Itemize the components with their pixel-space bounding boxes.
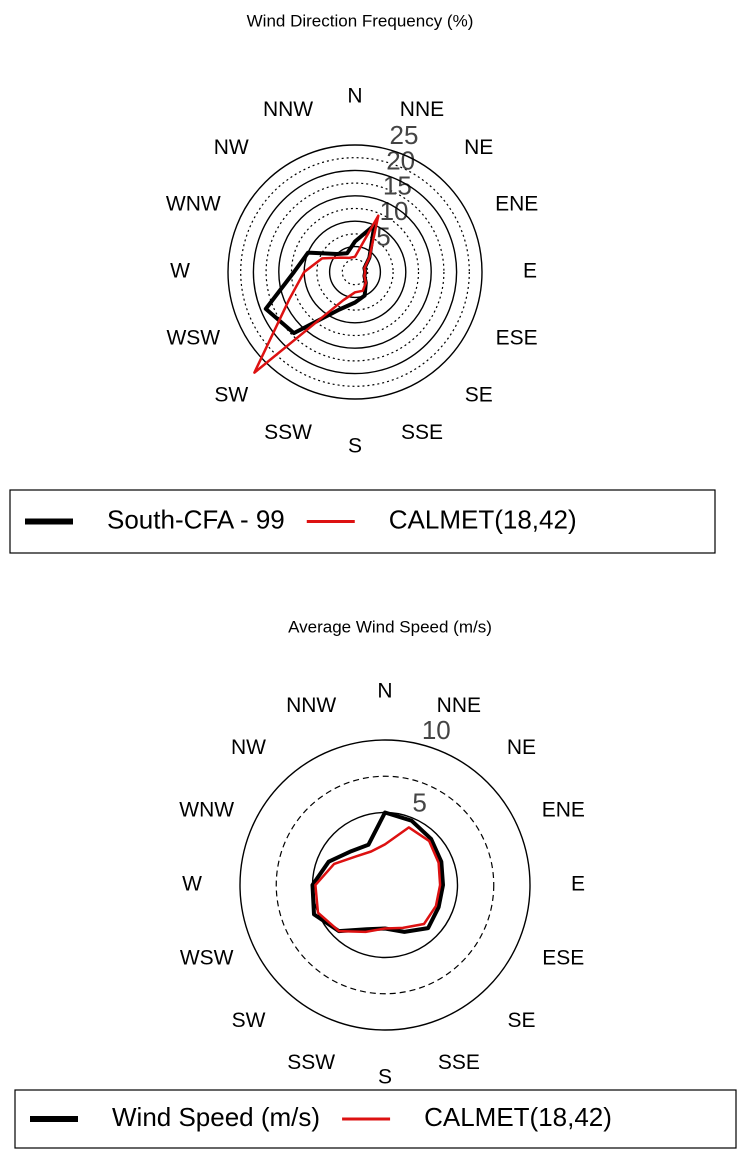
direction-label: E (571, 873, 585, 896)
minor-grid-circle (275, 775, 495, 995)
r-tick-label: 5 (376, 221, 390, 251)
direction-label: ENE (542, 799, 585, 822)
grid-circle (239, 739, 531, 1031)
direction-label: N (377, 680, 392, 703)
direction-label: W (182, 873, 202, 896)
direction-label: SE (465, 383, 493, 406)
direction-label: S (348, 435, 362, 458)
minor-grid-circle (240, 157, 470, 387)
direction-label: NNW (263, 98, 313, 121)
direction-label: NE (507, 736, 536, 759)
legend-label: CALMET(18,42) (389, 504, 577, 534)
legend: Wind Speed (m/s) CALMET(18,42) (14, 1089, 737, 1149)
direction-label: ESE (542, 946, 584, 969)
grid-circle (303, 220, 407, 324)
legend-label: South-CFA - 99 (107, 504, 285, 534)
chart-title: Average Wind Speed (m/s) (288, 617, 492, 636)
direction-label: SSW (264, 421, 312, 444)
chart-title: Wind Direction Frequency (%) (247, 11, 474, 30)
direction-label: SSW (287, 1051, 335, 1074)
direction-label: WNW (179, 799, 234, 822)
direction-label: WSW (180, 946, 234, 969)
direction-label: NW (214, 136, 249, 159)
direction-label: SW (232, 1009, 266, 1032)
direction-label: SE (507, 1009, 535, 1032)
direction-label: NNE (437, 694, 481, 717)
grid-circle (328, 245, 382, 299)
minor-grid-circle (290, 207, 420, 337)
series-line (310, 810, 445, 934)
r-tick-label: 5 (412, 787, 426, 817)
direction-label: WNW (166, 193, 221, 216)
series-line (314, 826, 442, 934)
direction-label: ENE (495, 193, 538, 216)
direction-label: ESE (496, 327, 538, 350)
direction-label: NNW (286, 694, 336, 717)
direction-label: NNE (400, 98, 444, 121)
minor-grid-circle (265, 182, 445, 362)
direction-label: N (347, 85, 362, 108)
direction-label: NE (464, 136, 493, 159)
legend: South-CFA - 99 CALMET(18,42) (9, 489, 716, 554)
direction-label: E (523, 260, 537, 283)
direction-label: NW (231, 736, 266, 759)
direction-label: SSE (401, 421, 443, 444)
direction-label: SSE (438, 1051, 480, 1074)
series-line (253, 214, 380, 374)
grid-circle (278, 195, 432, 349)
legend-box (9, 489, 716, 554)
direction-label: WSW (166, 327, 220, 350)
grid-circle (252, 169, 458, 375)
grid-circle (227, 144, 483, 400)
direction-label: W (170, 260, 190, 283)
minor-grid-circle (341, 258, 369, 286)
direction-label: S (378, 1066, 392, 1089)
r-tick-label: 25 (390, 120, 419, 150)
r-tick-label: 10 (422, 715, 451, 745)
direction-label: SW (214, 383, 248, 406)
legend-label: Wind Speed (m/s) (112, 1102, 320, 1132)
legend-label: CALMET(18,42) (424, 1102, 612, 1132)
grid-circle (311, 811, 459, 959)
